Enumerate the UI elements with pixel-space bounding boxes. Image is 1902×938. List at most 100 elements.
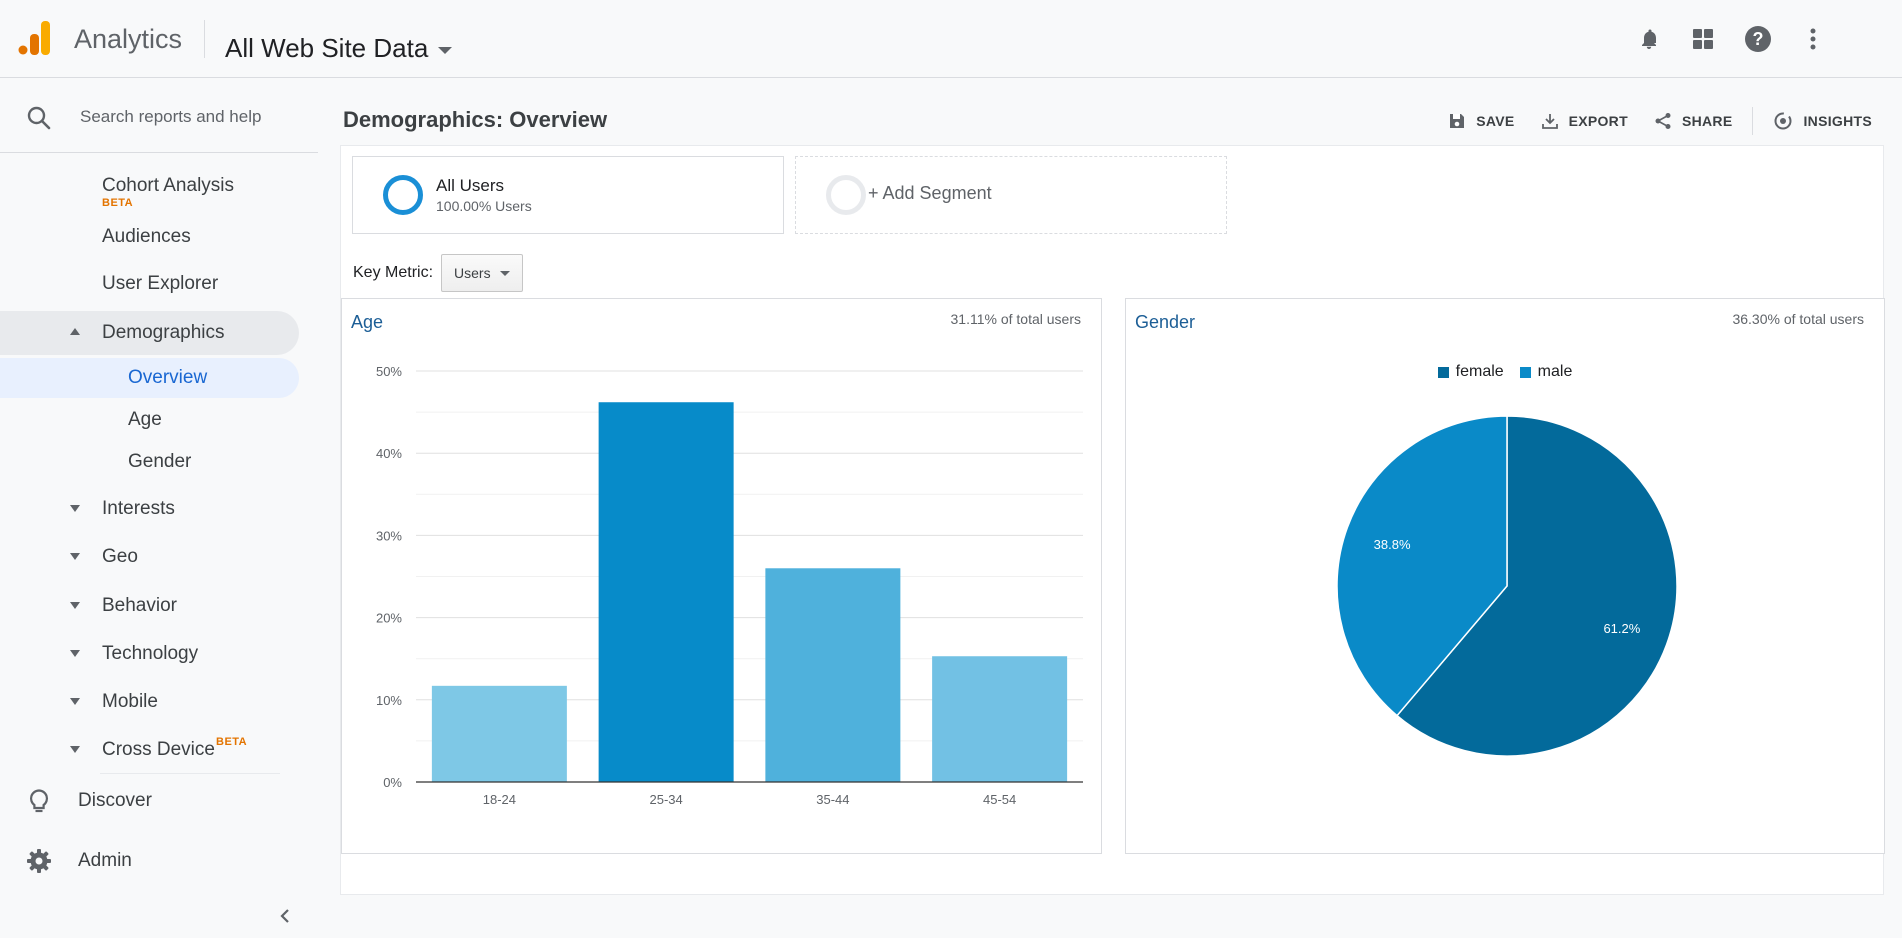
- sidebar: Search reports and help Cohort Analysis …: [0, 79, 318, 938]
- legend-item-female[interactable]: female: [1437, 363, 1504, 381]
- share-label: SHARE: [1681, 113, 1733, 129]
- x-tick-label: 45-54: [983, 792, 1016, 807]
- sidebar-item-behavior[interactable]: Behavior: [0, 584, 300, 628]
- save-icon: [1450, 114, 1465, 128]
- collapse-sidebar-icon[interactable]: [276, 907, 294, 925]
- sidebar-item-label: Technology: [102, 643, 199, 664]
- legend-swatch: [1519, 366, 1531, 378]
- y-tick-label: 50%: [376, 364, 402, 379]
- gear-icon: [27, 849, 51, 873]
- export-icon: [1541, 114, 1558, 129]
- beta-badge: BETA: [216, 736, 248, 748]
- lightbulb-icon: [30, 789, 48, 813]
- discover-link[interactable]: Discover: [0, 776, 318, 826]
- sidebar-item-interests[interactable]: Interests: [0, 487, 300, 531]
- age-share-text: 31.11% of total users: [950, 311, 1081, 327]
- bell-icon[interactable]: [1632, 22, 1666, 56]
- segment-ring-empty-icon: [826, 175, 866, 215]
- sidebar-item-label: Age: [128, 409, 162, 430]
- search-icon: [27, 106, 51, 130]
- share-button[interactable]: SHARE: [1654, 112, 1733, 130]
- admin-link[interactable]: Admin: [0, 836, 318, 886]
- sidebar-item-user-explorer[interactable]: User Explorer: [0, 262, 300, 306]
- age-chart-card: Age 31.11% of total users 0% 10% 20% 30% 40%…: [341, 298, 1102, 854]
- y-tick-label: 30%: [376, 528, 402, 543]
- pie-slice-female[interactable]: [1395, 415, 1678, 757]
- pie-label-female: 61.2%: [1603, 621, 1640, 636]
- sidebar-item-geo[interactable]: Geo: [0, 535, 300, 579]
- sidebar-item-label: Gender: [128, 451, 192, 472]
- search-input[interactable]: Search reports and help: [80, 107, 262, 126]
- y-tick-label: 0%: [383, 775, 402, 790]
- key-metric-label: Key Metric:: [353, 264, 434, 281]
- action-divider: [1752, 107, 1754, 135]
- report-panel: All Users 100.00% Users + Add Segment Ke…: [340, 145, 1885, 895]
- bar-25-34[interactable]: [598, 402, 734, 782]
- search-box[interactable]: Search reports and help: [0, 79, 318, 153]
- legend-label: male: [1537, 363, 1573, 380]
- sidebar-item-demographics[interactable]: Demographics: [0, 311, 299, 355]
- gender-chart-card: Gender 36.30% of total users female male…: [1125, 298, 1885, 854]
- expand-down-icon: [70, 602, 80, 609]
- legend-item-male[interactable]: male: [1519, 363, 1573, 381]
- sidebar-item-overview[interactable]: Overview: [0, 358, 299, 398]
- x-tick-label: 18-24: [483, 792, 516, 807]
- save-button[interactable]: SAVE: [1448, 112, 1514, 130]
- expand-down-icon: [70, 553, 80, 560]
- segment-all-users[interactable]: All Users 100.00% Users: [352, 156, 784, 234]
- expand-down-icon: [70, 650, 80, 657]
- sidebar-item-audiences[interactable]: Audiences: [0, 215, 300, 259]
- share-icon: [1655, 113, 1671, 129]
- analytics-logo-icon[interactable]: [17, 20, 53, 56]
- key-metric-value: Users: [454, 265, 491, 281]
- sidebar-item-label: Mobile: [102, 691, 158, 712]
- main-content: Demographics: Overview SAVE EXPORT SHARE…: [339, 79, 1885, 919]
- caret-down-icon: [500, 271, 511, 276]
- bar-18-24[interactable]: [431, 685, 567, 782]
- gender-chart-title[interactable]: Gender: [1135, 312, 1196, 332]
- x-tick-label: 35-44: [816, 792, 849, 807]
- sidebar-item-cross-device[interactable]: Cross Device BETA: [0, 728, 300, 772]
- admin-label: Admin: [78, 850, 132, 871]
- more-vert-icon[interactable]: [1796, 22, 1830, 56]
- expand-down-icon: [70, 505, 80, 512]
- insights-button[interactable]: INSIGHTS: [1773, 111, 1872, 131]
- segment-subtitle: 100.00% Users: [436, 198, 532, 214]
- property-name: All Web Site Data: [225, 33, 429, 63]
- top-header: Analytics All Web Site Data ?: [0, 0, 1902, 78]
- expand-down-icon: [70, 746, 80, 753]
- sidebar-item-label: Behavior: [102, 595, 177, 616]
- bar-45-54[interactable]: [932, 656, 1068, 782]
- sidebar-item-mobile[interactable]: Mobile: [0, 680, 300, 724]
- beta-badge: BETA: [102, 197, 134, 209]
- export-button[interactable]: EXPORT: [1541, 112, 1628, 130]
- header-divider: [204, 20, 205, 58]
- legend-swatch: [1437, 366, 1449, 378]
- add-segment-label: + Add Segment: [868, 183, 992, 203]
- age-bar-chart: 0% 10% 20% 30% 40% 50% 18-24 25-34 35-44 45-54: [376, 364, 1083, 807]
- y-tick-label: 10%: [376, 693, 402, 708]
- pie-slice-male[interactable]: [1336, 415, 1508, 717]
- discover-label: Discover: [78, 790, 152, 811]
- add-segment-button[interactable]: + Add Segment: [795, 156, 1227, 234]
- segment-title: All Users: [436, 176, 505, 195]
- gender-share-text: 36.30% of total users: [1732, 311, 1864, 327]
- sidebar-item-label: Demographics: [102, 322, 225, 343]
- insights-icon: [1774, 112, 1792, 130]
- key-metric: Key Metric: Users: [353, 254, 524, 292]
- property-selector[interactable]: All Web Site Data: [225, 33, 453, 64]
- key-metric-select[interactable]: Users: [441, 254, 524, 292]
- export-label: EXPORT: [1568, 113, 1628, 129]
- sidebar-item-label: Interests: [102, 498, 175, 519]
- help-icon[interactable]: ?: [1741, 22, 1775, 56]
- sidebar-item-technology[interactable]: Technology: [0, 632, 300, 676]
- age-chart-title[interactable]: Age: [351, 312, 384, 332]
- sidebar-item-cohort-analysis[interactable]: Cohort Analysis BETA: [0, 169, 300, 219]
- report-actions: SAVE EXPORT SHARE INSIGHTS: [1422, 107, 1872, 135]
- sidebar-item-label: Geo: [102, 546, 138, 567]
- bar-35-44[interactable]: [765, 568, 901, 782]
- apps-grid-icon[interactable]: [1686, 22, 1720, 56]
- sidebar-item-label: Overview: [128, 367, 208, 388]
- save-label: SAVE: [1476, 113, 1515, 129]
- svg-text:?: ?: [1753, 29, 1764, 49]
